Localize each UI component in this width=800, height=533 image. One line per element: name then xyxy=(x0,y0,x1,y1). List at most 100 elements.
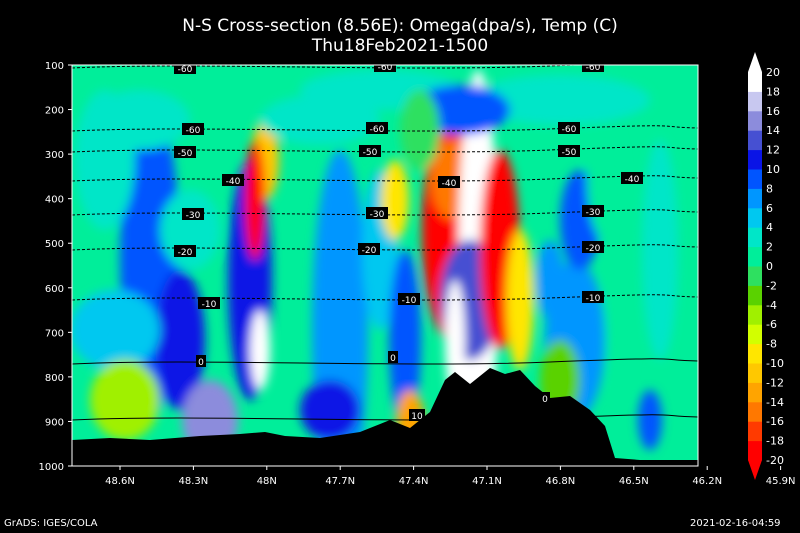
colorbar-swatch xyxy=(748,285,762,306)
x-tick-label: 46.5N xyxy=(619,476,649,487)
contour-label: 10 xyxy=(411,412,423,422)
contour-label-bg xyxy=(582,65,604,72)
temperature-contours xyxy=(72,65,698,421)
contour-label-bg xyxy=(182,208,204,220)
colorbar-arrow-bottom xyxy=(748,460,762,480)
colorbar-label: -20 xyxy=(766,454,784,467)
contour-label-bg xyxy=(398,293,420,305)
colorbar-swatch xyxy=(748,188,762,209)
colorbar-swatch xyxy=(748,304,762,325)
contour-label: -40 xyxy=(625,175,640,185)
contour-label: -10 xyxy=(586,294,601,304)
colorbar-swatch xyxy=(748,421,762,442)
colorbar-swatch xyxy=(748,246,762,267)
contour-label-bg xyxy=(540,392,550,404)
colorbar-swatch xyxy=(748,382,762,403)
y-tick-label: 400 xyxy=(45,195,64,206)
temperature-contour xyxy=(72,125,698,132)
contour-label-bg xyxy=(621,172,643,184)
colorbar-swatch xyxy=(748,363,762,383)
colorbar-label: -4 xyxy=(766,299,777,312)
contour-label: -60 xyxy=(586,63,601,73)
contour-label-bg xyxy=(359,145,381,157)
contour-label-bg xyxy=(174,245,196,257)
colorbar-swatch xyxy=(748,207,762,228)
x-tick-label: 48.3N xyxy=(179,476,209,487)
y-tick-label: 200 xyxy=(45,106,64,117)
contour-label: -60 xyxy=(178,65,193,75)
omega-cell xyxy=(638,390,662,450)
contour-label: -50 xyxy=(178,149,193,159)
colorbar-label: 10 xyxy=(766,163,780,176)
contour-label-bg xyxy=(358,243,380,255)
colorbar-swatch xyxy=(748,324,762,345)
contour-label: -20 xyxy=(362,246,377,256)
y-tick-label: 500 xyxy=(45,239,64,250)
contour-label: -40 xyxy=(226,177,241,187)
colorbar-swatch xyxy=(748,401,762,422)
contour-label-bg xyxy=(558,122,580,134)
y-tick-label: 100 xyxy=(45,61,64,72)
colorbar-label: 16 xyxy=(766,105,780,118)
contour-label: 0 xyxy=(390,354,396,364)
temperature-contour xyxy=(72,244,698,251)
contour-label: -60 xyxy=(562,125,577,135)
omega-cell xyxy=(506,230,534,370)
omega-cell xyxy=(381,160,409,240)
temperature-contour xyxy=(72,294,698,301)
contour-label: -40 xyxy=(442,179,457,189)
colorbar-label: 12 xyxy=(766,144,780,157)
x-axis: 48.6N 48.3N 48N 47.7N 47.4N 47.1N 46.8N 46.5N 46… xyxy=(105,466,796,487)
omega-cell xyxy=(160,190,220,270)
contour-label: -20 xyxy=(178,248,193,258)
temperature-contour xyxy=(72,65,698,69)
colorbar-swatch xyxy=(748,266,762,286)
contour-label-bg xyxy=(582,291,604,303)
contour-label-bg xyxy=(182,123,204,135)
colorbar-label: -6 xyxy=(766,318,777,331)
plot-frame xyxy=(71,64,699,467)
y-axis: 100 200 300 400 500 600 700 800 900 1000 xyxy=(39,61,72,473)
omega-cell xyxy=(90,360,160,440)
colorbar-label: 8 xyxy=(766,182,773,195)
colorbar-swatch xyxy=(748,169,762,189)
y-tick-label: 800 xyxy=(45,373,64,384)
y-tick-label: 700 xyxy=(45,328,64,339)
omega-cell xyxy=(642,140,678,360)
temperature-contour xyxy=(72,175,698,182)
contour-label-bg xyxy=(409,409,425,421)
contour-label: 0 xyxy=(198,358,204,368)
contour-label-bg xyxy=(366,207,388,219)
colorbar-swatch xyxy=(748,91,762,112)
temperature-contour xyxy=(72,358,698,365)
x-tick-label: 47.1N xyxy=(472,476,502,487)
x-tick-label: 45.9N xyxy=(766,476,796,487)
contour-label: -30 xyxy=(186,211,201,221)
y-tick-label: 300 xyxy=(45,150,64,161)
colorbar-swatch xyxy=(748,130,762,151)
chart-subtitle: Thu18Feb2021-1500 xyxy=(311,36,489,56)
colorbar-label: 2 xyxy=(766,241,773,254)
colorbar-label: -14 xyxy=(766,396,784,409)
omega-cell xyxy=(470,75,650,125)
colorbar-label: 0 xyxy=(766,260,773,273)
contour-label: -20 xyxy=(586,244,601,254)
colorbar-label: -10 xyxy=(766,357,784,370)
footer-credit: GrADS: IGES/COLA xyxy=(4,518,98,529)
y-tick-label: 1000 xyxy=(39,462,64,473)
colorbar-label: -18 xyxy=(766,435,784,448)
colorbar-label: -8 xyxy=(766,338,777,351)
contour-label: -60 xyxy=(186,126,201,136)
temperature-labels: -60 -60 -60 -60 -60 -60 -50 -50 -50 -40 -40 -40 -30 -… xyxy=(174,63,643,422)
omega-cell xyxy=(90,90,190,150)
colorbar-swatch xyxy=(748,72,762,92)
colorbar-label: 18 xyxy=(766,85,780,98)
contour-label: -10 xyxy=(402,296,417,306)
x-tick-label: 48N xyxy=(257,476,277,487)
contour-label-bg xyxy=(388,351,398,363)
contour-label: -50 xyxy=(363,148,378,158)
colorbar: -20-18-16-14-12-10-8-6-4-202468101214161… xyxy=(748,52,784,480)
x-tick-label: 48.6N xyxy=(105,476,135,487)
colorbar-swatch xyxy=(748,343,762,364)
